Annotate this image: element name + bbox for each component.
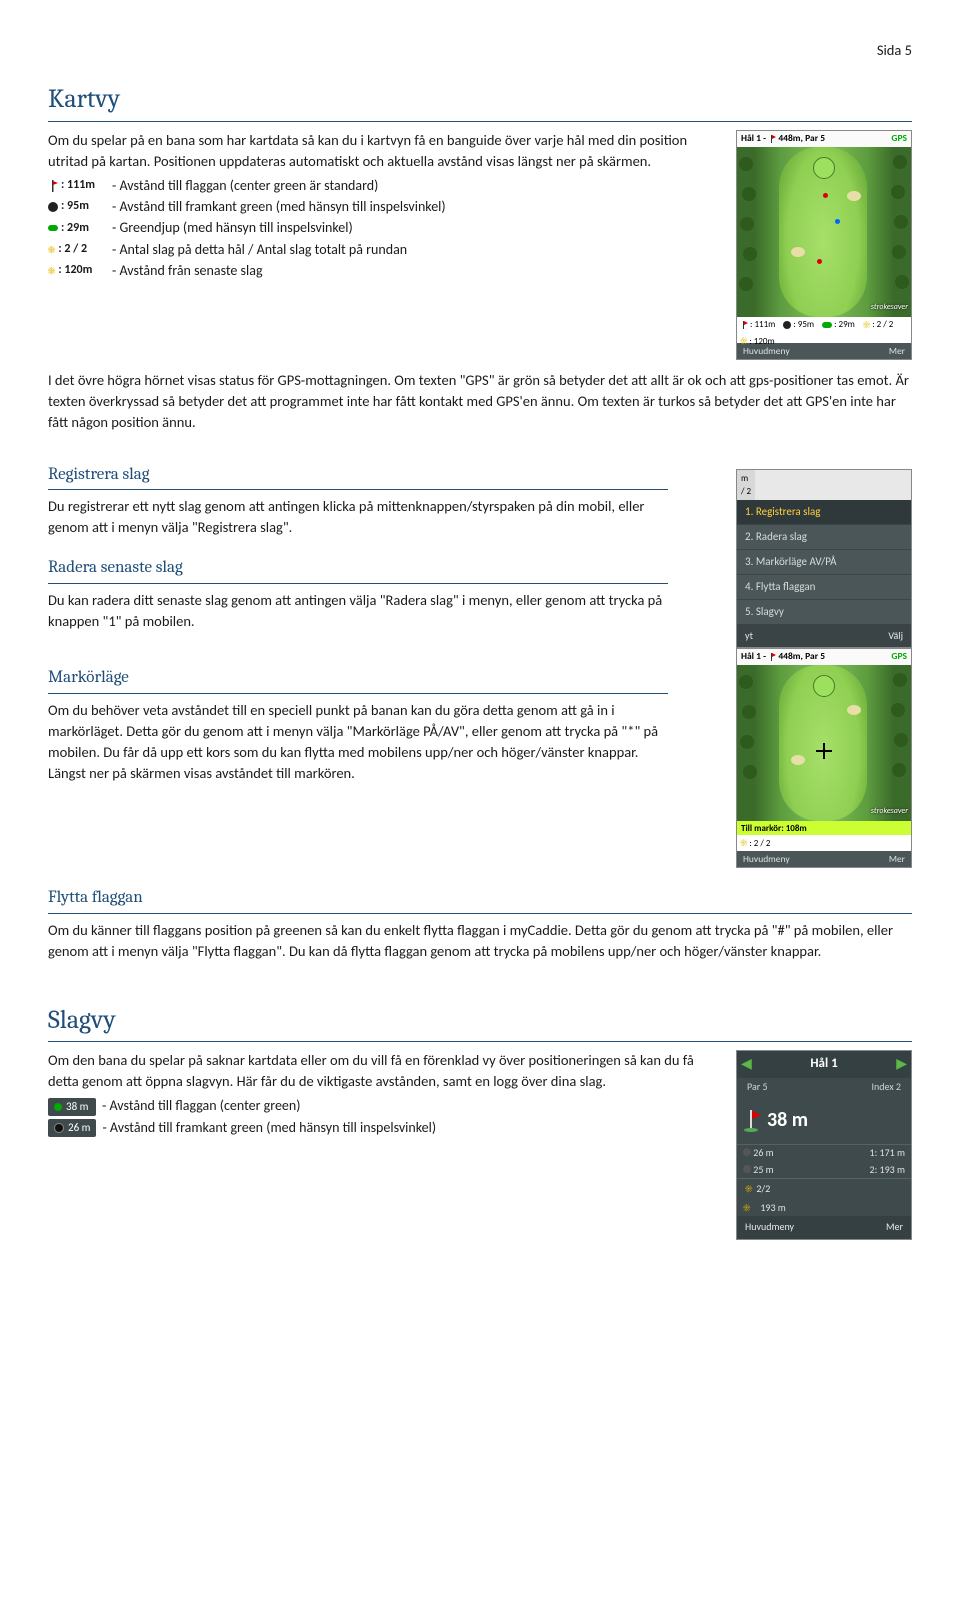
slagvy-row-flag: 38 m - Avstånd till flaggan (center gree… xyxy=(48,1096,722,1116)
heading-flytta: Flytta flaggan xyxy=(48,886,912,914)
section-reg-radera: Registrera slag Du registrerar ett nytt … xyxy=(48,445,912,648)
flag-icon xyxy=(48,180,58,192)
icon-row-lastdist: ☀: 120m - Avstånd från senaste slag xyxy=(48,261,722,281)
menu-item-flytta[interactable]: 4. Flytta flaggan xyxy=(737,575,911,600)
gps-status: GPS xyxy=(891,132,907,146)
icon-row-front: : 95m - Avstånd till framkant green (med… xyxy=(48,197,722,217)
next-hole-arrow[interactable]: ▶ xyxy=(896,1054,907,1074)
kartvy-after: I det övre högra hörnet visas status för… xyxy=(48,370,912,433)
slagvy-row-front: 26 m - Avstånd till framkant green (med … xyxy=(48,1118,722,1138)
heading-slagvy: Slagvy xyxy=(48,1002,912,1043)
softkey-left[interactable]: Huvudmeny xyxy=(743,853,790,867)
marker-distance-bar: Till markör: 108m xyxy=(737,821,911,835)
flytta-text: Om du känner till flaggans position på g… xyxy=(48,920,912,962)
menu-item-slagvy[interactable]: 5. Slagvy xyxy=(737,600,911,625)
menu-item-registrera[interactable]: 1. Registrera slag xyxy=(737,500,911,525)
section-markor: Markörläge Om du behöver veta avståndet … xyxy=(48,648,912,868)
dot-icon xyxy=(48,202,58,212)
flag-icon xyxy=(737,1108,767,1132)
sun-icon: ☀ xyxy=(48,243,55,258)
softkey-left[interactable]: Huvudmeny xyxy=(743,345,790,359)
icon-row-strokes: ☀: 2 / 2 - Antal slag på detta hål / Ant… xyxy=(48,240,722,260)
radera-text: Du kan radera ditt senaste slag genom at… xyxy=(48,590,668,632)
main-distance: 38 m xyxy=(767,1106,808,1135)
kartvy-intro: Om du spelar på en bana som har kartdata… xyxy=(48,130,722,172)
section-slagvy: Slagvy Om den bana du spelar på saknar k… xyxy=(48,1002,912,1240)
menu-item-radera[interactable]: 2. Radera slag xyxy=(737,525,911,550)
slagvy-screenshot: ◀ Hål 1 ▶ Par 5 Index 2 38 m 26 m xyxy=(736,1050,912,1239)
badge-front-dist: 26 m xyxy=(48,1119,96,1137)
softkey-left[interactable]: Huvudmeny xyxy=(745,1220,794,1235)
map-screenshot-markor: Hål 1 - 448m, Par 5 GPS strokesaver xyxy=(736,648,912,868)
icon-row-flag: : 111m - Avstånd till flaggan (center gr… xyxy=(48,176,722,196)
heading-kartvy: Kartvy xyxy=(48,81,912,122)
menu-item-markorlage[interactable]: 3. Markörläge AV/PÅ xyxy=(737,550,911,575)
map-screenshot-main: Hål 1 - 448m, Par 5 GPS xyxy=(736,130,912,360)
markor-text: Om du behöver veta avståndet till en spe… xyxy=(48,700,668,784)
page-number: Sida 5 xyxy=(48,40,912,61)
heading-registrera: Registrera slag xyxy=(48,463,668,491)
map-body: strokesaver xyxy=(737,147,911,317)
slagvy-intro: Om den bana du spelar på saknar kartdata… xyxy=(48,1050,722,1092)
softkey-right[interactable]: Mer xyxy=(889,345,905,359)
prev-hole-arrow[interactable]: ◀ xyxy=(741,1054,752,1074)
heading-radera: Radera senaste slag xyxy=(48,556,668,584)
heading-markor: Markörläge xyxy=(48,666,668,694)
softkey-select[interactable]: Välj xyxy=(888,629,903,644)
section-flytta: Flytta flaggan Om du känner till flaggan… xyxy=(48,886,912,962)
softkey-right[interactable]: Mer xyxy=(889,853,905,867)
menu-screenshot: m/ 2 1. Registrera slag 2. Radera slag 3… xyxy=(736,469,912,648)
eye-icon xyxy=(48,225,58,231)
softkey-right[interactable]: Mer xyxy=(886,1220,903,1235)
icon-row-depth: : 29m - Greendjup (med hänsyn till inspe… xyxy=(48,218,722,238)
gps-status: GPS xyxy=(891,650,907,664)
map-stats: : 111m : 95m : 29m ☀: 2 / 2 ☀: 120m xyxy=(737,317,911,343)
badge-flag-dist: 38 m xyxy=(48,1098,96,1116)
marker-cross-icon xyxy=(816,743,832,759)
section-kartvy: Kartvy Om du spelar på en bana som har k… xyxy=(48,81,912,433)
registrera-text: Du registrerar ett nytt slag genom att a… xyxy=(48,496,668,538)
sun-icon: ☀ xyxy=(48,264,55,279)
kartvy-icon-list: : 111m - Avstånd till flaggan (center gr… xyxy=(48,176,722,281)
